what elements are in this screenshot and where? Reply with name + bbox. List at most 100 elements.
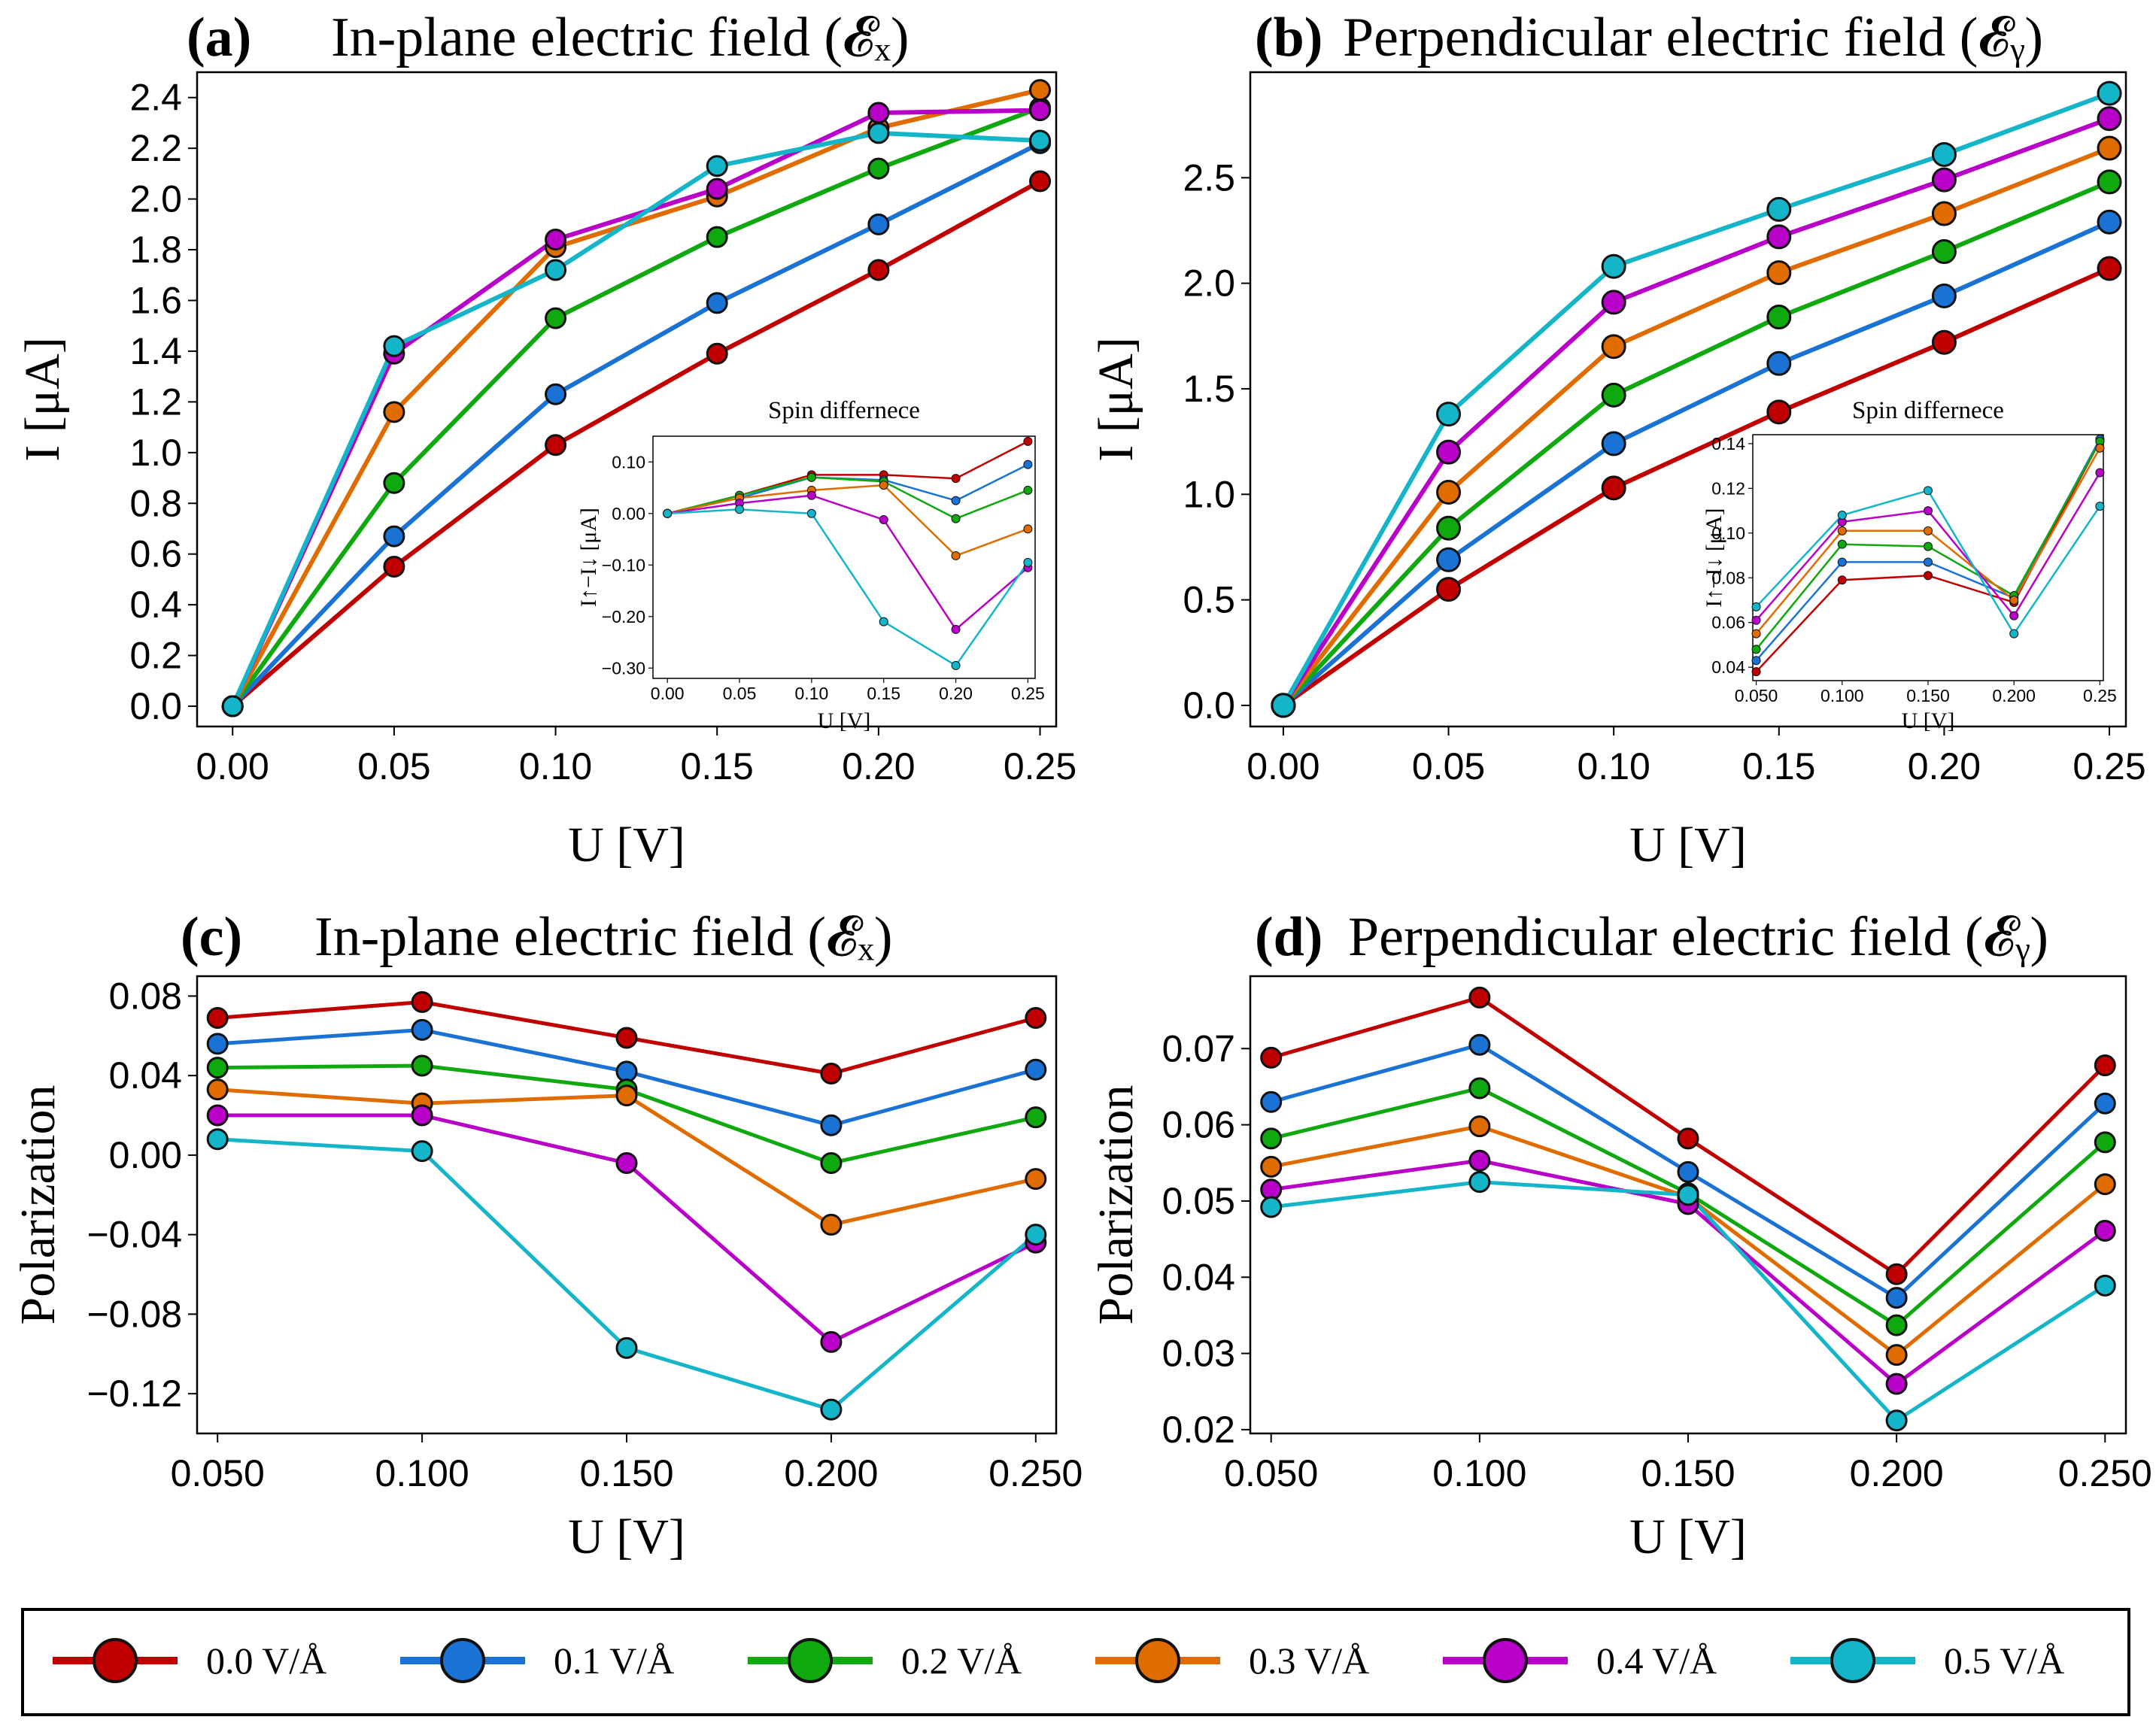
a-data-point bbox=[383, 525, 405, 548]
b-inset-ytick-label: 0.06 bbox=[1711, 613, 1745, 632]
legend-entry-label: 0.2 V/Å bbox=[901, 1640, 1022, 1682]
b-data-point bbox=[2097, 135, 2122, 161]
a-series-line bbox=[230, 105, 1041, 708]
b-inset-ytick-label: 0.12 bbox=[1711, 478, 1745, 498]
panel-c-axes: 0.050 0.100 0.150 0.200 0.250 0.08 0.04 0.00 −0.… bbox=[11, 975, 1083, 1564]
a-data-point bbox=[221, 695, 244, 717]
a-ytick-label: 2.2 bbox=[129, 127, 182, 169]
d-data-point bbox=[1260, 1155, 1283, 1178]
a-inset-ytick-label: 0.10 bbox=[612, 452, 645, 472]
a-inset-data-point bbox=[1023, 436, 1033, 446]
d-ytick-label: 0.02 bbox=[1162, 1409, 1235, 1451]
d-data-point bbox=[1260, 1196, 1283, 1218]
a-xtick-label: 0.25 bbox=[1004, 745, 1076, 787]
b-data-point bbox=[1931, 329, 1957, 355]
c-data-point bbox=[411, 1018, 433, 1041]
b-inset-x-axis-label: U [V] bbox=[1902, 708, 1955, 733]
b-inset-data-point bbox=[1924, 486, 1933, 496]
a-inset-xtick-label: 0.10 bbox=[794, 684, 828, 703]
d-data-point bbox=[1468, 1171, 1491, 1194]
c-data-point bbox=[615, 1084, 638, 1107]
b-inset-ytick-label: 0.14 bbox=[1711, 434, 1745, 453]
b-inset-data-point bbox=[1751, 645, 1761, 654]
b-data-point bbox=[1601, 382, 1626, 408]
c-data-point bbox=[820, 1330, 843, 1353]
a-inset-ytick-label: −0.10 bbox=[602, 555, 645, 575]
d-data-point bbox=[1468, 1149, 1491, 1172]
c-data-point bbox=[820, 1213, 843, 1236]
a-inset-series-line bbox=[667, 494, 1029, 631]
b-data-point bbox=[1931, 283, 1957, 308]
a-inset-data-point bbox=[879, 617, 888, 626]
a-series-line bbox=[230, 130, 1040, 708]
d-x-axis-label: U [V] bbox=[1629, 1509, 1747, 1564]
c-data-point bbox=[820, 1151, 843, 1174]
b-data-point bbox=[2097, 80, 2122, 106]
a-ytick-label: 0.8 bbox=[129, 482, 182, 524]
b-data-point bbox=[1766, 224, 1792, 250]
a-ytick-label: 1.6 bbox=[129, 279, 182, 321]
a-series-line bbox=[230, 87, 1041, 708]
b-data-point bbox=[2097, 106, 2122, 132]
a-ytick-label: 1.0 bbox=[129, 432, 182, 474]
legend-frame bbox=[21, 1608, 2130, 1716]
b-inset-data-point bbox=[2095, 443, 2105, 453]
b-data-point bbox=[1601, 431, 1626, 457]
panel-c: (c) In-plane electric field (𝓔ₓ) 0.050 0.… bbox=[11, 906, 1083, 1564]
b-series-line bbox=[1281, 220, 2111, 708]
b-xtick-label: 0.20 bbox=[1908, 745, 1981, 787]
c-data-point bbox=[615, 1336, 638, 1359]
a-inset-data-point bbox=[806, 490, 816, 500]
c-xtick-label: 0.200 bbox=[784, 1452, 878, 1494]
b-inset-xtick-label: 0.150 bbox=[1906, 686, 1950, 705]
b-inset-data-point bbox=[1751, 615, 1761, 625]
c-ytick-label: −0.08 bbox=[87, 1293, 182, 1335]
b-inset-data-point bbox=[1924, 506, 1933, 516]
a-ytick-label: 1.2 bbox=[129, 381, 182, 423]
a-data-point bbox=[383, 401, 405, 423]
legend-entry-label: 0.5 V/Å bbox=[1944, 1640, 2064, 1682]
b-series-line bbox=[1281, 91, 2111, 707]
d-data-point bbox=[1677, 1160, 1699, 1183]
b-data-point bbox=[1931, 239, 1957, 265]
a-inset-data-point bbox=[951, 496, 961, 505]
a-data-point bbox=[1029, 99, 1052, 122]
b-data-point bbox=[1601, 475, 1626, 501]
b-inset-title: Spin differnece bbox=[1852, 397, 2004, 424]
b-ytick-label: 0.0 bbox=[1183, 684, 1235, 726]
d-data-point bbox=[2094, 1092, 2116, 1115]
b-inset-data-point bbox=[1837, 539, 1847, 549]
panel-d: (d) Perpendicular electric field (𝓔ᵧ) 0.… bbox=[1089, 906, 2152, 1564]
panel-d-title: Perpendicular electric field (𝓔ᵧ) bbox=[1348, 906, 2048, 968]
c-data-point bbox=[206, 1104, 229, 1127]
a-data-point bbox=[383, 556, 405, 578]
legend: 0.0 V/Å 0.1 V/Å 0.2 V/Å 0.3 V/Å 0.4 V/Å 0.5 V… bbox=[21, 1608, 2130, 1716]
b-inset-y-axis-label: I↑−I↓ [μA] bbox=[1702, 508, 1726, 607]
a-inset-data-point bbox=[1023, 524, 1033, 534]
c-data-point bbox=[1025, 1168, 1047, 1191]
a-inset-data-point bbox=[1023, 485, 1033, 495]
b-data-point bbox=[1931, 201, 1957, 226]
d-data-point bbox=[1468, 1033, 1491, 1056]
a-inset-data-point bbox=[951, 660, 961, 670]
c-ytick-label: −0.04 bbox=[87, 1214, 182, 1256]
a-ytick-label: 1.4 bbox=[129, 330, 182, 372]
b-data-point bbox=[1766, 260, 1792, 286]
b-data-point bbox=[1766, 305, 1792, 330]
d-y-axis-label: Polarization bbox=[1089, 1085, 1143, 1325]
a-inset-y-axis-label: I↑−I↓ [μA] bbox=[576, 508, 601, 607]
b-data-point bbox=[2097, 209, 2122, 235]
c-data-point bbox=[206, 1033, 229, 1055]
a-ytick-label: 0.4 bbox=[129, 584, 182, 626]
d-data-point bbox=[2094, 1219, 2116, 1242]
panel-a: (a) In-plane electric field (𝓔ₓ) 0.00 0.0… bbox=[15, 7, 1076, 872]
a-ytick-label: 0.6 bbox=[129, 533, 182, 575]
b-data-point bbox=[1436, 577, 1462, 602]
a-data-point bbox=[383, 472, 405, 494]
a-data-point bbox=[1029, 129, 1052, 152]
a-data-point bbox=[867, 102, 890, 124]
c-data-point bbox=[206, 1057, 229, 1079]
d-xtick-label: 0.250 bbox=[2058, 1452, 2152, 1494]
a-inset-series-line bbox=[667, 476, 1028, 520]
b-inset-xtick-label: 0.25 bbox=[2083, 686, 2117, 705]
